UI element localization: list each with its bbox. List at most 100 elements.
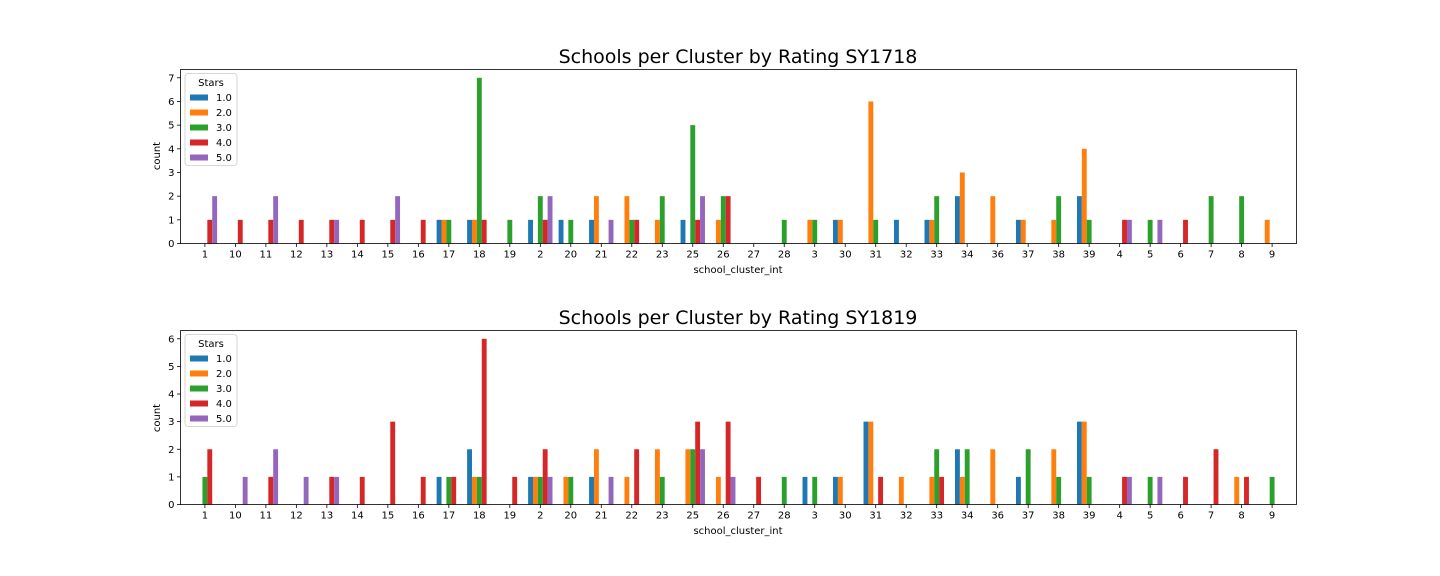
bar-30-stars-1.0 (833, 476, 838, 505)
x-tick-label: 26 (717, 250, 730, 261)
chart-sy1718: Schools per Cluster by Rating SY1718 sch… (152, 46, 1297, 276)
x-tick-label: 11 (260, 511, 273, 522)
x-tick-label: 15 (381, 250, 394, 261)
bar-5-stars-3.0 (1147, 476, 1153, 505)
bar-2-stars-2.0 (532, 476, 538, 505)
x-tick-label: 23 (656, 250, 669, 261)
bar-23-stars-3.0 (659, 196, 665, 244)
x-tick-label: 36 (991, 250, 1004, 261)
bar-37-stars-2.0 (1020, 219, 1026, 244)
x-tick-label: 26 (717, 511, 730, 522)
bar-1-stars-3.0 (202, 476, 208, 505)
chart-title: Schools per Cluster by Rating SY1819 (559, 307, 918, 329)
x-axis-label: school_cluster_int (693, 265, 782, 276)
x-tick-label: 22 (625, 511, 638, 522)
x-tick-label: 28 (778, 511, 791, 522)
bar-9-stars-2.0 (1264, 219, 1270, 244)
legend-swatch-3.0 (190, 124, 208, 131)
bar-38-stars-2.0 (1051, 219, 1057, 244)
bar-30-stars-1.0 (833, 219, 838, 244)
x-tick-label: 33 (930, 250, 943, 261)
x-tick-label: 4 (1116, 250, 1122, 261)
x-tick-label: 3 (812, 511, 818, 522)
bar-22-stars-3.0 (629, 219, 635, 244)
bar-13-stars-4.0 (329, 219, 335, 244)
legend-swatch-4.0 (190, 139, 208, 146)
bar-21-stars-5.0 (608, 219, 614, 244)
legend-label-1.0: 1.0 (216, 354, 232, 365)
bar-9-stars-3.0 (1269, 476, 1275, 505)
bar-8-stars-3.0 (1239, 196, 1245, 244)
x-tick-label: 31 (869, 250, 882, 261)
x-tick-label: 18 (473, 511, 486, 522)
x-tick-label: 3 (812, 250, 818, 261)
bar-17-stars-3.0 (446, 476, 452, 505)
legend-swatch-2.0 (190, 109, 208, 116)
bar-5-stars-3.0 (1147, 219, 1153, 244)
x-tick-label: 37 (1022, 511, 1035, 522)
y-tick-label: 5 (168, 362, 174, 373)
x-tick-label: 11 (260, 250, 273, 261)
legend-swatch-2.0 (190, 370, 208, 377)
x-tick-label: 34 (961, 511, 974, 522)
bar-26-stars-4.0 (725, 196, 731, 244)
x-tick-label: 21 (595, 511, 608, 522)
x-tick-label: 23 (656, 511, 669, 522)
x-tick-label: 15 (381, 511, 394, 522)
y-tick-label: 2 (168, 192, 174, 203)
bar-4-stars-5.0 (1126, 476, 1132, 505)
x-tick-label: 17 (442, 250, 455, 261)
bar-34-stars-3.0 (964, 449, 970, 505)
x-tick-label: 5 (1147, 250, 1153, 261)
bar-33-stars-2.0 (929, 219, 935, 244)
bar-11-stars-4.0 (268, 219, 274, 244)
y-tick-label: 3 (168, 417, 174, 428)
x-tick-label: 21 (595, 250, 608, 261)
legend-label-5.0: 5.0 (216, 414, 232, 425)
bar-3-stars-3.0 (812, 219, 818, 244)
bar-12-stars-4.0 (298, 219, 304, 244)
bar-39-stars-3.0 (1086, 476, 1092, 505)
x-tick-label: 30 (839, 250, 852, 261)
bar-31-stars-3.0 (873, 219, 879, 244)
x-tick-label: 19 (503, 250, 516, 261)
y-axis-label: count (152, 404, 163, 432)
bar-17-stars-1.0 (436, 219, 442, 244)
bar-18-stars-1.0 (467, 219, 472, 244)
legend-label-3.0: 3.0 (216, 384, 232, 395)
x-tick-label: 38 (1052, 511, 1065, 522)
bar-28-stars-3.0 (781, 219, 787, 244)
bar-25-stars-5.0 (700, 449, 705, 505)
bar-1-stars-4.0 (207, 449, 213, 505)
bar-31-stars-2.0 (868, 421, 874, 505)
legend-label-4.0: 4.0 (216, 138, 232, 149)
x-tick-label: 4 (1116, 511, 1122, 522)
x-tick-label: 16 (412, 511, 425, 522)
bar-36-stars-2.0 (990, 196, 996, 244)
bar-12-stars-5.0 (303, 476, 309, 505)
legend-label-5.0: 5.0 (216, 153, 232, 164)
x-tick-label: 1 (202, 511, 208, 522)
legend: Stars 1.0 2.0 3.0 4.0 5.0 (184, 334, 238, 427)
legend-label-3.0: 3.0 (216, 123, 232, 134)
bar-1-stars-5.0 (212, 196, 218, 244)
bar-26-stars-5.0 (730, 476, 736, 505)
bar-26-stars-3.0 (720, 196, 726, 244)
bar-17-stars-2.0 (441, 219, 447, 244)
bar-2-stars-5.0 (547, 476, 553, 505)
bar-26-stars-2.0 (715, 219, 721, 244)
bar-38-stars-3.0 (1056, 196, 1062, 244)
bar-16-stars-4.0 (420, 476, 426, 505)
bar-20-stars-2.0 (563, 476, 569, 505)
bar-15-stars-5.0 (395, 196, 401, 244)
bar-20-stars-3.0 (568, 219, 574, 244)
bar-23-stars-3.0 (659, 476, 665, 505)
bar-31-stars-4.0 (878, 476, 884, 505)
bar-21-stars-2.0 (593, 449, 599, 505)
bar-37-stars-1.0 (1015, 219, 1021, 244)
bar-3-stars-3.0 (812, 476, 818, 505)
x-tick-label: 36 (991, 511, 1004, 522)
bar-3-stars-2.0 (807, 219, 813, 244)
bar-4-stars-4.0 (1122, 476, 1127, 505)
